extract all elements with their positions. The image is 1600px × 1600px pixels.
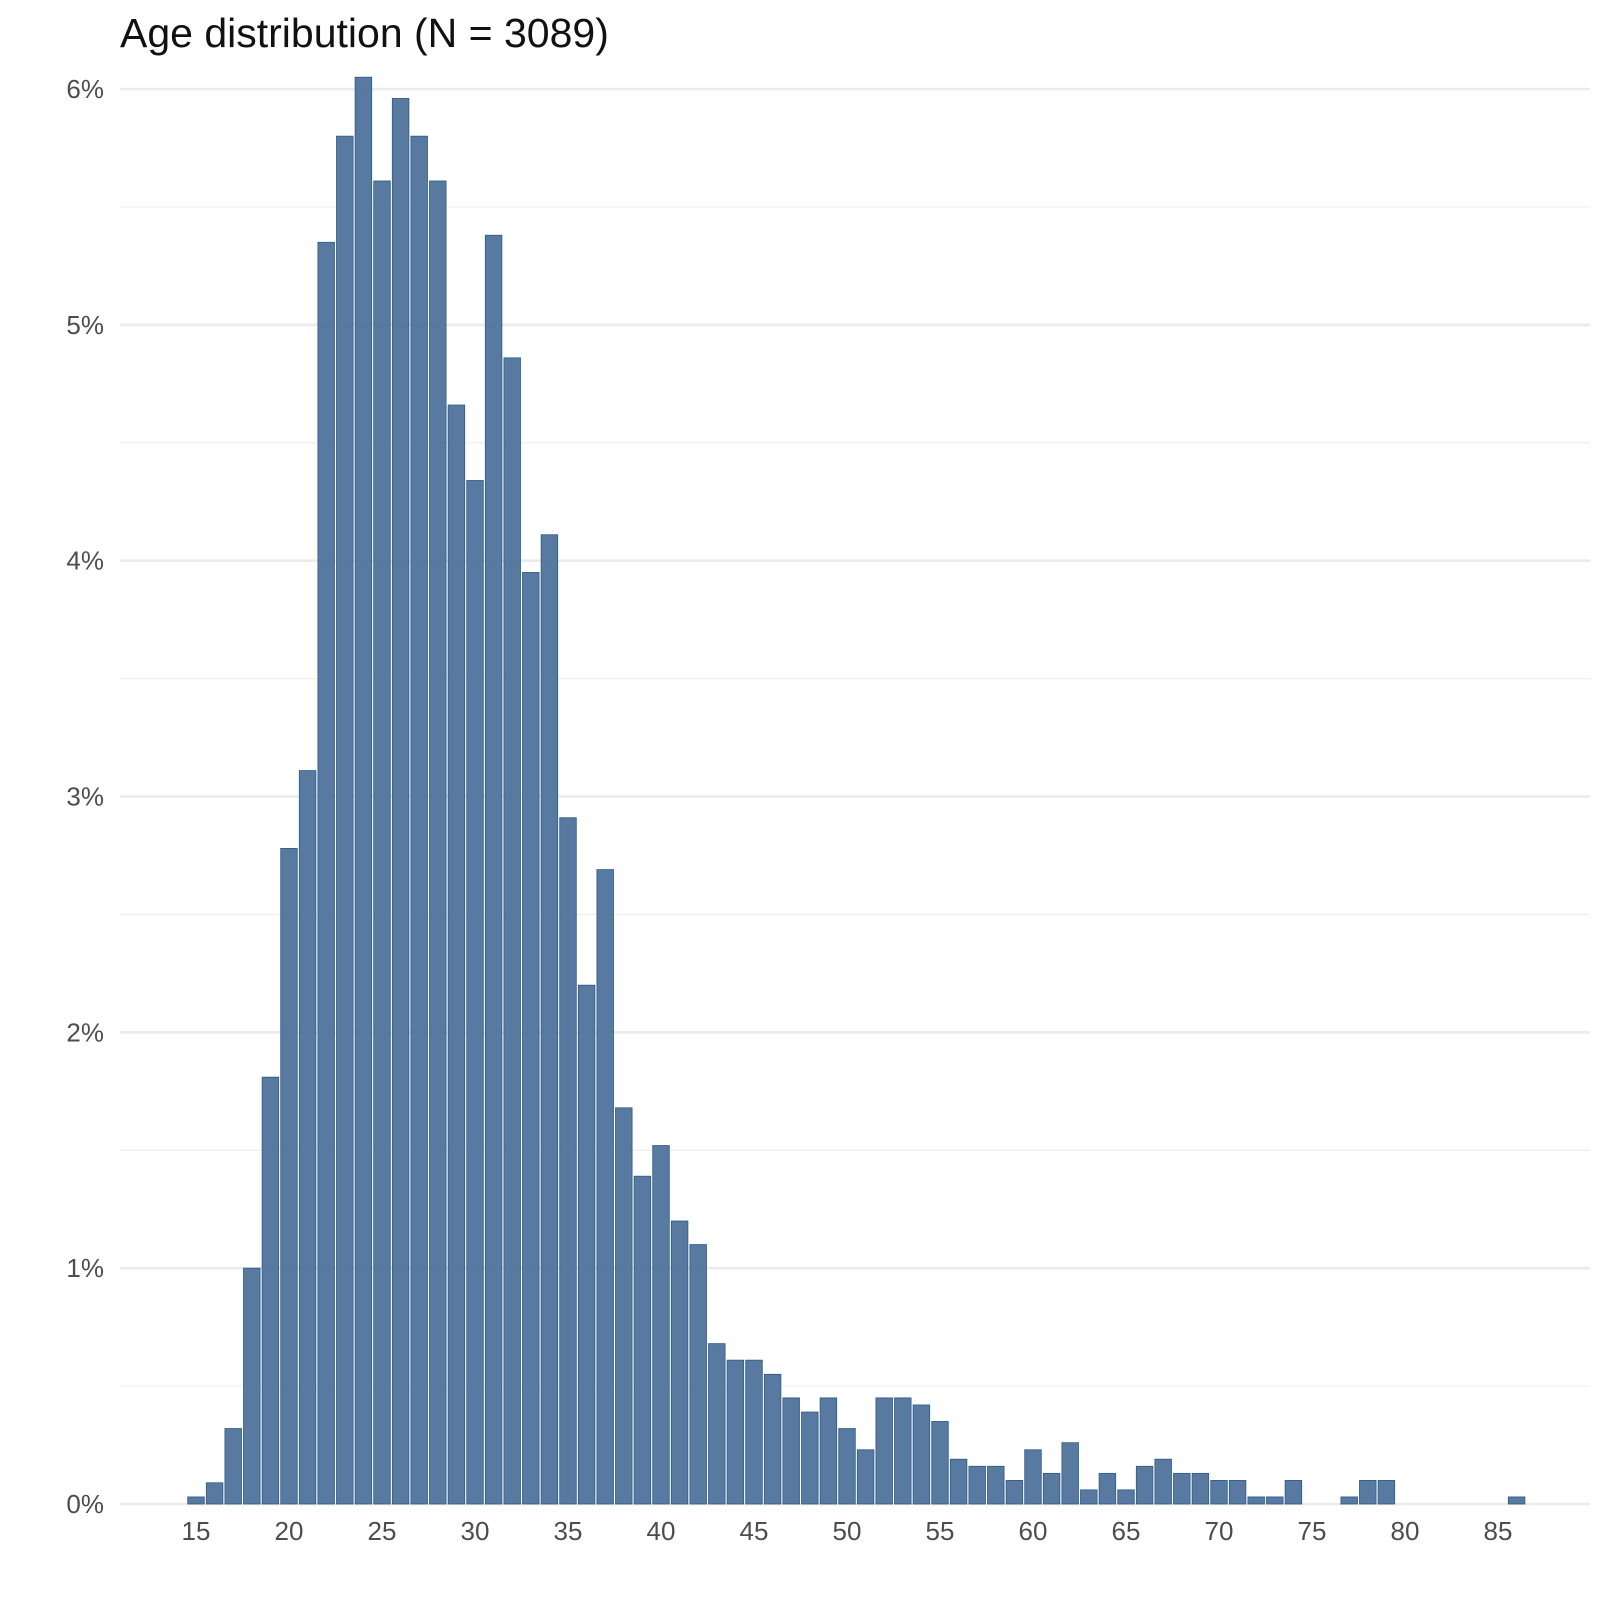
chart-title: Age distribution (N = 3089) [120, 10, 609, 56]
histogram-bar [726, 1359, 745, 1505]
histogram-bar [949, 1458, 968, 1505]
histogram-bar [894, 1397, 912, 1505]
histogram-bar [801, 1411, 819, 1505]
y-tick-label: 4% [66, 546, 104, 576]
histogram-bar [1377, 1480, 1396, 1505]
histogram-bar [336, 135, 354, 1505]
histogram-bar [875, 1397, 893, 1505]
histogram-bar [1247, 1496, 1265, 1505]
histogram-bar [1005, 1480, 1024, 1505]
x-tick-label: 50 [833, 1516, 862, 1546]
x-tick-label: 75 [1298, 1516, 1327, 1546]
histogram-bar [522, 572, 540, 1505]
histogram-bar [1340, 1496, 1358, 1505]
histogram-bar [1210, 1480, 1228, 1505]
histogram-bar [745, 1359, 763, 1505]
histogram-bar [540, 534, 559, 1505]
histogram-bar [1359, 1480, 1377, 1505]
histogram-bar [410, 135, 428, 1505]
histogram-bar [596, 869, 614, 1505]
histogram-bar [354, 76, 373, 1505]
histogram-bar [298, 770, 317, 1505]
histogram-bar [819, 1397, 838, 1505]
x-tick-label: 45 [740, 1516, 769, 1546]
histogram-bar [429, 180, 447, 1505]
x-tick-label: 35 [554, 1516, 583, 1546]
histogram-bar [670, 1220, 689, 1505]
histogram-bar [708, 1343, 726, 1505]
histogram-bar [559, 817, 577, 1505]
y-tick-label: 0% [66, 1489, 104, 1519]
x-tick-label: 40 [647, 1516, 676, 1546]
histogram-bar [968, 1465, 986, 1505]
histogram-bar [187, 1496, 205, 1505]
x-tick-label: 20 [275, 1516, 304, 1546]
histogram-bar [1284, 1480, 1303, 1505]
histogram-bar [1266, 1496, 1284, 1505]
histogram-bar [447, 404, 466, 1505]
histogram-bar [1135, 1465, 1154, 1505]
x-tick-label: 60 [1019, 1516, 1048, 1546]
histogram-bar [243, 1267, 261, 1505]
x-axis-tick-labels: 15 20 25 30 35 40 45 50 55 60 65 70 75 80 85 [182, 1516, 1513, 1546]
histogram-bar [1191, 1472, 1210, 1505]
histogram-bar [763, 1373, 782, 1505]
histogram-bar [1061, 1442, 1079, 1505]
y-tick-label: 5% [66, 310, 104, 340]
histogram-bar [466, 480, 484, 1505]
histogram-bar [224, 1428, 242, 1505]
histogram-bar [1117, 1489, 1135, 1505]
bars [187, 76, 1526, 1505]
y-tick-label: 1% [66, 1253, 104, 1283]
x-tick-label: 25 [368, 1516, 397, 1546]
histogram-bar [1080, 1489, 1098, 1505]
x-tick-label: 55 [926, 1516, 955, 1546]
histogram-bar [373, 180, 391, 1505]
x-tick-label: 30 [461, 1516, 490, 1546]
histogram-bar [615, 1107, 633, 1505]
y-tick-label: 2% [66, 1017, 104, 1047]
x-tick-label: 80 [1391, 1516, 1420, 1546]
histogram-bar [1173, 1472, 1191, 1505]
histogram-bar [838, 1428, 856, 1505]
histogram-bar [1228, 1480, 1247, 1505]
histogram-bar [912, 1404, 931, 1505]
x-tick-label: 65 [1112, 1516, 1141, 1546]
histogram-bar [689, 1244, 707, 1505]
histogram-bar [484, 234, 503, 1505]
histogram-bar [280, 847, 298, 1505]
x-tick-label: 15 [182, 1516, 211, 1546]
histogram-bar [652, 1145, 670, 1505]
y-tick-label: 6% [66, 74, 104, 104]
histogram-bar [205, 1482, 224, 1505]
histogram-bar [503, 357, 521, 1505]
histogram-bar [633, 1175, 652, 1505]
histogram-bar [391, 98, 410, 1505]
histogram-bar [1154, 1458, 1172, 1505]
histogram-bar [987, 1465, 1005, 1505]
histogram-bar [1042, 1472, 1061, 1505]
histogram-bar [931, 1421, 949, 1505]
histogram-bar [1507, 1496, 1526, 1505]
x-tick-label: 70 [1205, 1516, 1234, 1546]
histogram-bar [577, 984, 596, 1505]
histogram-bar [1024, 1449, 1042, 1505]
histogram-bar [317, 241, 335, 1505]
histogram-bar [856, 1449, 875, 1505]
histogram-bar [1098, 1472, 1117, 1505]
y-axis-tick-labels: 0% 1% 2% 3% 4% 5% 6% [66, 74, 104, 1519]
y-tick-label: 3% [66, 782, 104, 812]
histogram-bar [261, 1076, 280, 1505]
histogram-bar [782, 1397, 800, 1505]
x-tick-label: 85 [1484, 1516, 1513, 1546]
